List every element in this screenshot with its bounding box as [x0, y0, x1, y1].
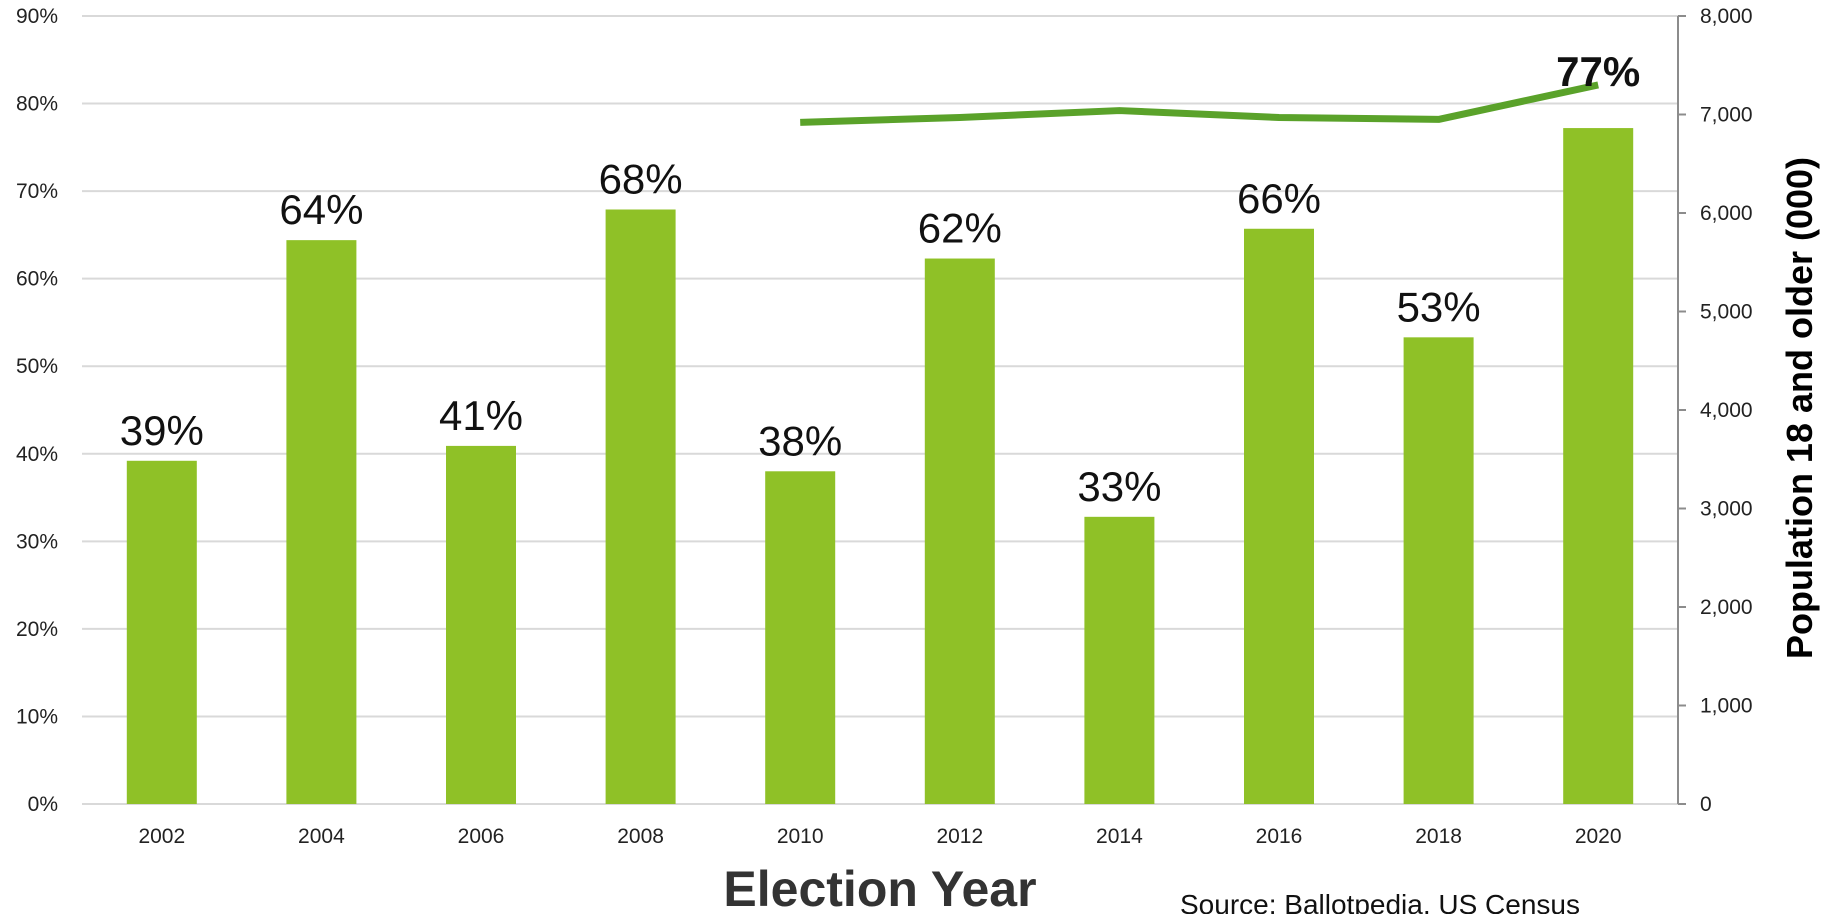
right-axis-title: Population 18 and older (000)	[1779, 157, 1820, 659]
bar-2020	[1563, 128, 1634, 804]
right-tick-label: 8,000	[1700, 5, 1753, 28]
right-axis: 0 1,000 2,000 3,000 4,000 5,000 6,000 7,000 8,00…	[1677, 5, 1753, 816]
left-tick-label: 50%	[16, 355, 58, 378]
right-tick-label: 2,000	[1700, 596, 1753, 619]
right-tick-label: 3,000	[1700, 498, 1753, 521]
right-tick-label: 6,000	[1700, 202, 1753, 225]
data-label-2010: 38%	[758, 417, 842, 464]
left-tick-label: 80%	[16, 93, 58, 116]
bar-2012	[924, 258, 995, 804]
right-tick-label: 5,000	[1700, 301, 1753, 324]
data-labels: 39% 64% 41% 68% 38% 62% 33% 66% 53% 77%	[120, 48, 1640, 510]
category-label: 2004	[298, 825, 345, 848]
category-label: 2016	[1256, 825, 1303, 848]
data-label-2012: 62%	[918, 205, 1002, 252]
x-axis-ticks: 2002 2004 2006 2008 2010 2012 2014 2016 2018 2020	[138, 825, 1621, 848]
data-label-2002: 39%	[120, 407, 204, 454]
left-tick-label: 40%	[16, 443, 58, 466]
left-tick-label: 20%	[16, 618, 58, 641]
data-label-2008: 68%	[599, 155, 683, 202]
left-axis-ticks: 0% 10% 20% 30% 40% 50% 60% 70% 80% 90%	[16, 5, 58, 816]
left-tick-label: 10%	[16, 705, 58, 728]
category-label: 2002	[138, 825, 185, 848]
x-axis-title: Election Year	[723, 861, 1036, 914]
category-label: 2014	[1096, 825, 1143, 848]
bar-2006	[446, 445, 516, 804]
bar-2018	[1403, 337, 1474, 804]
bar-2004	[286, 240, 357, 805]
data-label-2006: 41%	[439, 392, 523, 439]
data-label-2004: 64%	[279, 186, 363, 233]
line-series	[800, 81, 1599, 126]
bar-2010	[765, 471, 836, 804]
category-label: 2010	[777, 825, 824, 848]
left-tick-label: 30%	[16, 530, 58, 553]
right-tick-label: 7,000	[1700, 104, 1753, 127]
data-label-2016: 66%	[1237, 175, 1321, 222]
data-label-2014: 33%	[1077, 463, 1161, 510]
bar-2014	[1084, 516, 1155, 804]
category-label: 2006	[458, 825, 505, 848]
category-label: 2008	[617, 825, 664, 848]
left-tick-label: 90%	[16, 5, 58, 28]
left-tick-label: 70%	[16, 180, 58, 203]
category-label: 2020	[1575, 825, 1622, 848]
left-tick-label: 60%	[16, 268, 58, 291]
bar-2002	[126, 460, 197, 804]
data-label-2018: 53%	[1397, 283, 1481, 330]
source-note: Source: Ballotpedia, US Census	[1180, 889, 1580, 914]
bar-2016	[1244, 228, 1314, 804]
right-tick-label: 0	[1700, 793, 1712, 816]
left-tick-label: 0%	[28, 793, 58, 816]
bar-series	[126, 128, 1634, 805]
bar-2008	[605, 209, 676, 804]
population-line	[800, 81, 1599, 126]
category-label: 2012	[936, 825, 983, 848]
right-tick-label: 4,000	[1700, 399, 1753, 422]
data-label-2020: 77%	[1556, 48, 1640, 95]
right-tick-label: 1,000	[1700, 695, 1753, 718]
category-label: 2018	[1415, 825, 1462, 848]
